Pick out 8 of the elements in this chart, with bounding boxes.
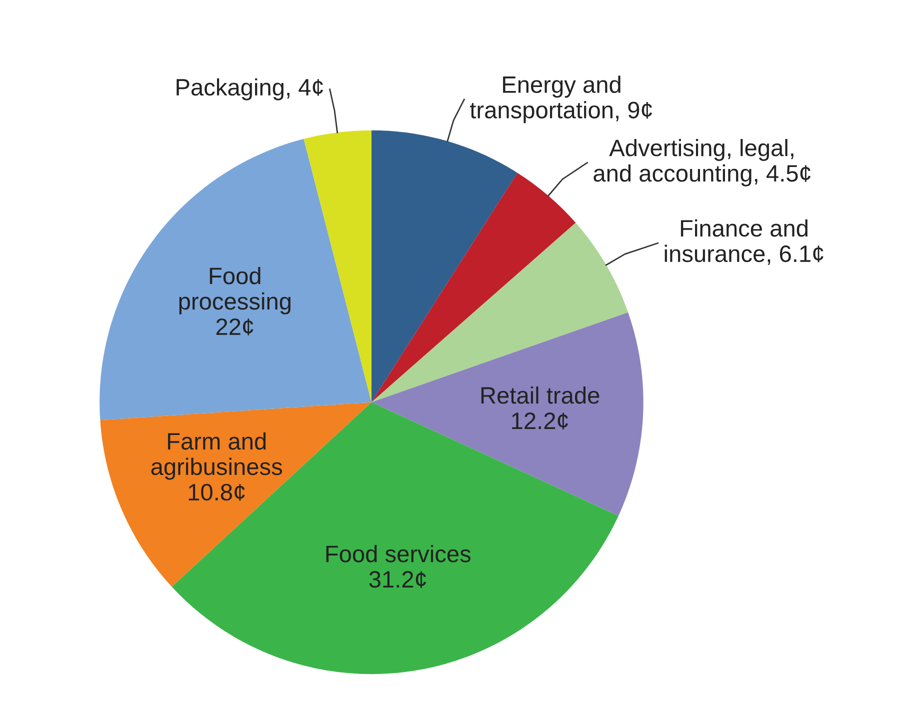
slice-label: Advertising, legal, and accounting, 4.5¢ bbox=[594, 138, 811, 186]
slice-label: Finance and insurance, 6.1¢ bbox=[664, 219, 824, 265]
slice-label: Energy and transportation, 9¢ bbox=[470, 76, 652, 124]
slice-label: Food processing 22¢ bbox=[179, 266, 290, 336]
slice-label: Farm and agribusiness 10.8¢ bbox=[151, 432, 282, 501]
slice-label: Packaging, 4¢ bbox=[176, 78, 323, 100]
slice-label: Retail trade 12.2¢ bbox=[481, 386, 600, 430]
slice-label: Food services 31.2¢ bbox=[326, 544, 471, 588]
